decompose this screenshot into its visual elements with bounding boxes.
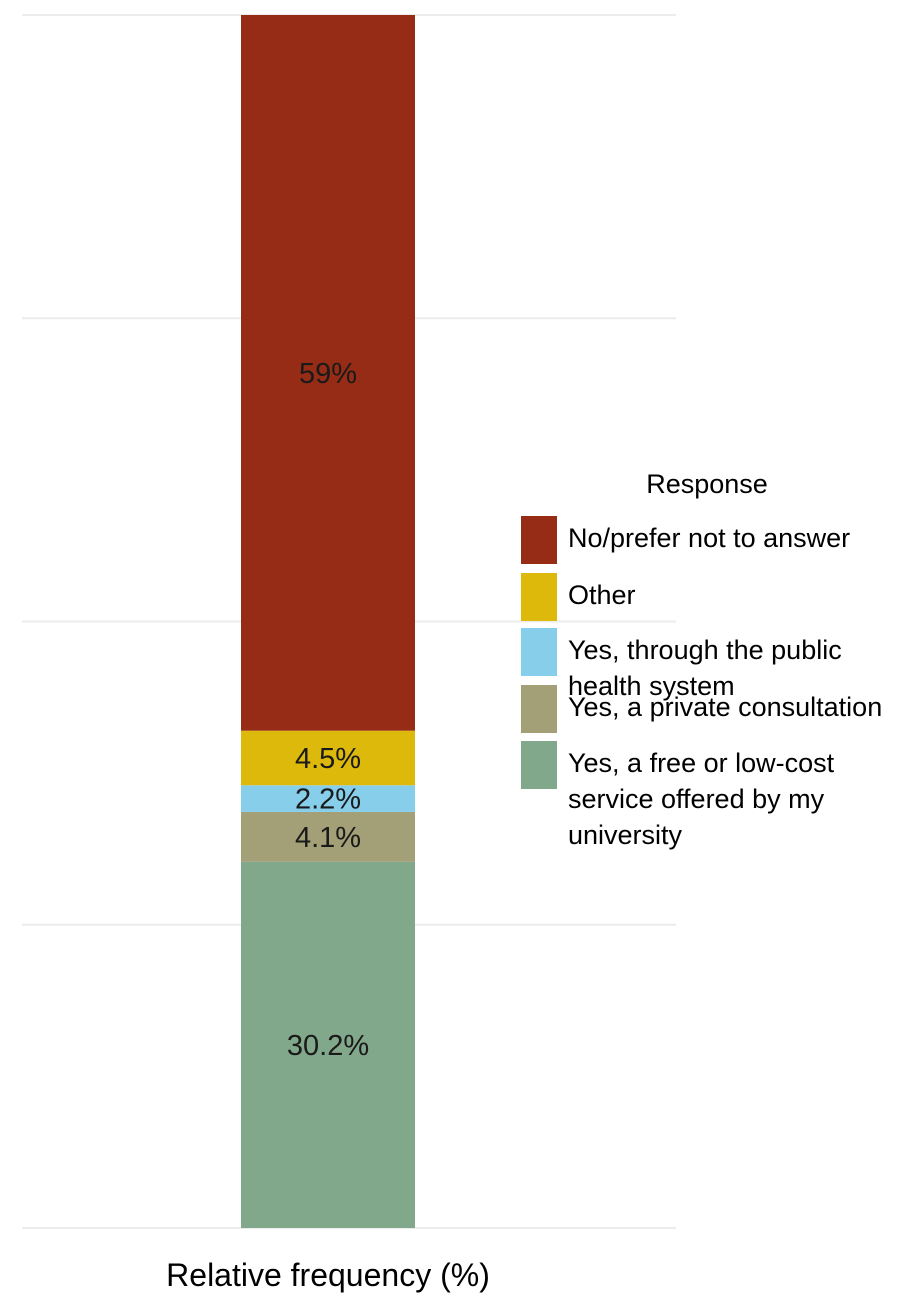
bar-segment (241, 785, 415, 812)
segment-value-label: 4.5% (295, 743, 361, 775)
segment-value-label: 4.1% (295, 822, 361, 854)
legend-label: Yes, a private consultation (568, 692, 882, 722)
legend-label: Other (568, 580, 636, 610)
bar-segments (241, 15, 415, 1228)
bar-segment (241, 15, 415, 731)
legend-swatch (521, 628, 557, 676)
legend-swatch (521, 516, 557, 564)
x-axis-title: Relative frequency (%) (166, 1257, 490, 1293)
legend-label: Yes, a free or low-cost service offered b… (568, 748, 835, 850)
bar-segment (241, 730, 415, 786)
legend: Response No/prefer not to answer Other Yes… (521, 469, 882, 850)
bar-segment (241, 811, 415, 862)
legend-swatch (521, 685, 557, 733)
legend-label: Yes, through the public health system (568, 635, 842, 701)
segment-value-label: 30.2% (287, 1030, 369, 1062)
segment-value-label: 59% (299, 358, 357, 390)
legend-title: Response (646, 469, 768, 499)
legend-swatch (521, 741, 557, 789)
legend-items: No/prefer not to answer Other Yes, through… (521, 516, 882, 850)
legend-label: No/prefer not to answer (568, 523, 850, 553)
bar-segment (241, 861, 415, 1228)
segment-value-label: 2.2% (295, 784, 361, 816)
segment-labels: 30.2% 4.1% 2.2% 4.5% 59% (287, 358, 369, 1062)
legend-swatch (521, 573, 557, 621)
